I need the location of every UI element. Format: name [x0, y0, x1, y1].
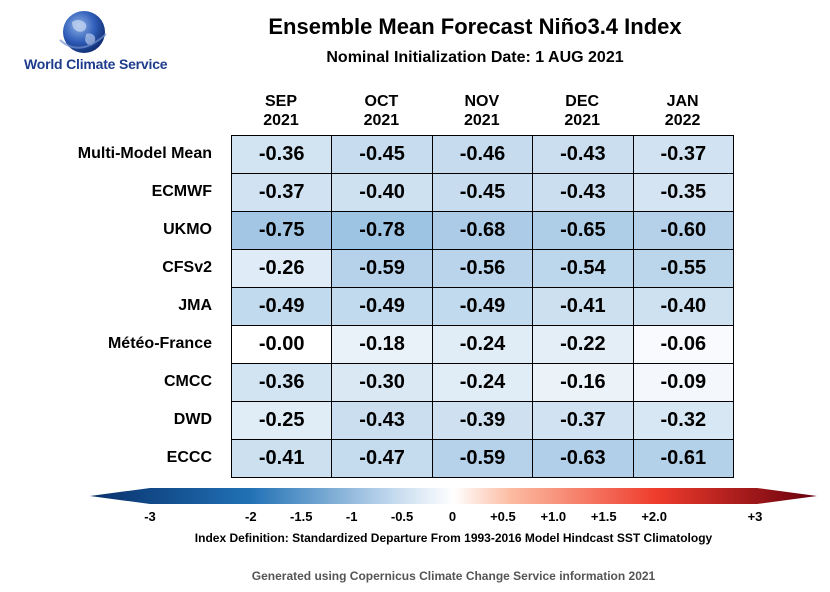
value-cell: -0.37: [231, 173, 333, 212]
row-label: CMCC: [164, 373, 212, 390]
value-cell: -0.18: [331, 325, 433, 364]
value-cell: -0.26: [231, 249, 333, 288]
brand-name: World Climate Service: [24, 56, 168, 72]
value-cell: -0.43: [532, 173, 634, 212]
value-cell: -0.45: [431, 173, 534, 212]
value-cell: -0.59: [331, 249, 433, 288]
value-cell: -0.49: [331, 287, 433, 326]
column-header: OCT 2021: [331, 92, 431, 130]
value-cell: -0.25: [231, 401, 333, 440]
colorbar-tick-label: -2: [245, 509, 257, 524]
value-cell: -0.55: [632, 249, 734, 288]
value-cell: -0.30: [331, 363, 433, 402]
column-month: NOV: [464, 93, 500, 110]
column-month: JAN: [666, 93, 699, 110]
footer-credit: Generated using Copernicus Climate Chang…: [251, 569, 656, 583]
value-cell: -0.24: [431, 363, 534, 402]
value-cell: -0.54: [532, 249, 634, 288]
colorbar-tick-label: -1: [345, 509, 358, 524]
column-header: SEP 2021: [231, 92, 331, 130]
column-year: 2021: [464, 112, 500, 129]
value-cell: -0.43: [331, 401, 433, 440]
value-cell: -0.00: [231, 325, 333, 364]
row-label: UKMO: [163, 221, 212, 238]
value-cell: -0.09: [632, 363, 734, 402]
value-cell: -0.37: [532, 401, 634, 440]
value-cell: -0.61: [632, 439, 734, 478]
value-cell: -0.49: [431, 287, 534, 326]
colorbar-gradient: [90, 488, 817, 504]
value-cell: -0.41: [532, 287, 634, 326]
row-label: ECMWF: [151, 183, 212, 200]
row-label: ECCC: [166, 449, 212, 466]
value-cell: -0.63: [532, 439, 634, 478]
colorbar-tick-label: +0.5: [490, 509, 516, 524]
column-year: 2022: [664, 112, 701, 129]
world-climate-service-logo: World Climate Service: [22, 8, 182, 72]
value-cell: -0.49: [231, 287, 333, 326]
colorbar-tick-label: 0: [448, 509, 457, 524]
value-cell: -0.40: [331, 173, 433, 212]
value-cell: -0.45: [331, 135, 433, 174]
value-cell: -0.68: [431, 211, 534, 250]
row-label: DWD: [173, 411, 212, 428]
column-year: 2021: [263, 112, 299, 129]
value-cell: -0.06: [632, 325, 734, 364]
chart-title: Ensemble Mean Forecast Niño3.4 Index: [268, 14, 682, 39]
value-cell: -0.47: [331, 439, 433, 478]
value-cell: -0.16: [532, 363, 634, 402]
value-cell: -0.39: [431, 401, 534, 440]
value-cell: -0.65: [532, 211, 634, 250]
value-cell: -0.37: [632, 135, 734, 174]
forecast-grid: -0.36 -0.45 -0.46 -0.43 -0.37 -0.37 -0.40 -0.45…: [231, 135, 734, 478]
value-cell: -0.35: [632, 173, 734, 212]
value-cell: -0.41: [231, 439, 333, 478]
column-month: SEP: [264, 93, 297, 110]
chart-subtitle: Nominal Initialization Date: 1 AUG 2021: [326, 49, 624, 66]
colorbar-tick-label: -0.5: [390, 509, 414, 524]
colorbar-tick-label: -1.5: [290, 509, 313, 524]
column-month: DEC: [565, 93, 600, 110]
row-label: CFSv2: [162, 259, 212, 276]
colorbar: [90, 488, 817, 504]
value-cell: -0.24: [431, 325, 534, 364]
column-year: 2021: [564, 112, 600, 129]
row-label: Multi-Model Mean: [77, 145, 212, 162]
value-cell: -0.78: [331, 211, 433, 250]
value-cell: -0.36: [231, 135, 333, 174]
colorbar-tick-label: +1.0: [540, 509, 567, 524]
value-cell: -0.40: [632, 287, 734, 326]
row-label: Météo-France: [107, 335, 212, 352]
value-cell: -0.36: [231, 363, 333, 402]
column-header: DEC 2021: [532, 92, 632, 130]
value-cell: -0.43: [532, 135, 634, 174]
value-cell: -0.22: [532, 325, 634, 364]
index-definition: Index Definition: Standardized Departure…: [194, 531, 713, 545]
column-month: OCT: [364, 93, 399, 110]
value-cell: -0.60: [632, 211, 734, 250]
column-year: 2021: [363, 112, 400, 129]
value-cell: -0.59: [431, 439, 534, 478]
row-label: JMA: [178, 297, 212, 314]
column-header: NOV 2021: [432, 92, 532, 130]
value-cell: -0.56: [431, 249, 534, 288]
value-cell: -0.46: [431, 135, 534, 174]
value-cell: -0.75: [231, 211, 333, 250]
globe-icon: [59, 11, 107, 53]
colorbar-tick-label: +3: [747, 509, 763, 524]
colorbar-tick-label: +1.5: [590, 509, 617, 524]
colorbar-tick-label: +2.0: [641, 509, 667, 524]
colorbar-tick-label: -3: [144, 509, 156, 524]
value-cell: -0.32: [632, 401, 734, 440]
column-header: JAN 2022: [633, 92, 733, 130]
